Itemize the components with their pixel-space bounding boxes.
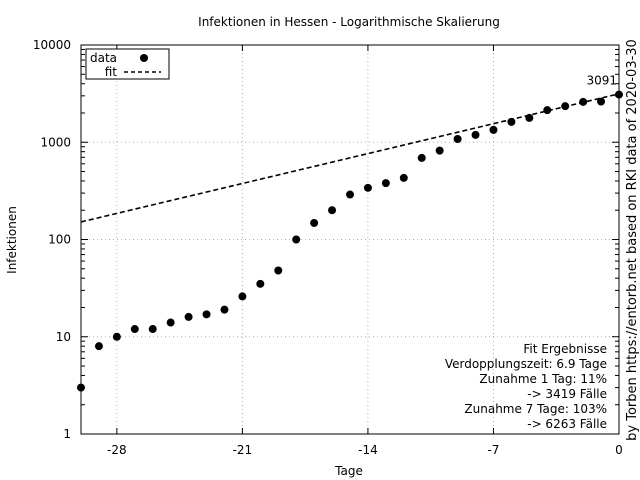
chart-title: Infektionen in Hessen - Logarithmische S… [198, 15, 500, 29]
y-tick-label: 10000 [33, 38, 71, 52]
source-credit-label: by Torben https://entorb.net based on RK… [625, 39, 640, 441]
fit-results-line: Fit Ergebnisse [523, 342, 607, 356]
data-point [507, 117, 516, 126]
x-tick-label: -28 [107, 443, 127, 457]
legend: data fit [85, 48, 170, 80]
y-tick-label: 100 [48, 233, 71, 247]
data-point [346, 190, 354, 199]
fit-results-line: -> 6263 Fälle [527, 417, 607, 431]
x-tick-label: -14 [358, 443, 378, 457]
data-point [561, 102, 570, 111]
data-point [399, 173, 408, 182]
fit-results-line: Zunahme 7 Tage: 103% [464, 402, 607, 416]
y-tick-label: 10 [56, 330, 71, 344]
axis-ticks: -28 -21 -14 -7 0 1 10 100 1000 10000 [33, 38, 623, 457]
data-point [489, 125, 498, 134]
fit-results-line: Zunahme 1 Tag: 11% [479, 372, 607, 386]
data-point [471, 130, 480, 139]
fit-results-line: -> 3419 Fälle [527, 387, 607, 401]
x-tick-label: -7 [487, 443, 499, 457]
legend-label-fit: fit [105, 65, 118, 79]
y-tick-label: 1 [63, 427, 71, 441]
data-point [417, 153, 426, 162]
x-tick-label: -21 [233, 443, 253, 457]
data-point [435, 146, 444, 155]
data-point [238, 292, 247, 301]
data-point [453, 134, 462, 143]
x-tick-label: 0 [615, 443, 623, 457]
data-point [363, 183, 372, 192]
data-label: 3091 [586, 74, 617, 88]
data-point [328, 206, 337, 215]
data-point [202, 310, 211, 319]
data-point [525, 113, 534, 122]
legend-label-data: data [90, 51, 117, 65]
data-point [166, 318, 175, 327]
fit-results-box: Fit Ergebnisse Verdopplungszeit: 6.9 Tag… [445, 342, 607, 431]
x-axis-label: Tage [334, 464, 363, 478]
data-point [94, 342, 103, 351]
legend-box [85, 48, 170, 80]
y-axis-label: Infektionen [5, 206, 19, 274]
data-point [381, 179, 390, 188]
data-point [597, 97, 606, 106]
data-point [220, 305, 229, 314]
data-point [112, 332, 121, 341]
data-point [292, 235, 301, 244]
y-tick-label: 1000 [40, 135, 71, 149]
data-point [256, 279, 265, 288]
data-point [130, 325, 139, 334]
data-point [274, 266, 283, 275]
data-point [184, 312, 193, 321]
data-point [543, 106, 552, 115]
data-point [148, 325, 157, 334]
data-point [579, 97, 588, 106]
legend-marker-data [140, 54, 148, 62]
data-points-layer [77, 90, 623, 392]
data-point [310, 218, 319, 227]
fit-results-line: Verdopplungszeit: 6.9 Tage [445, 357, 607, 371]
annotations: 3091 [586, 74, 617, 88]
